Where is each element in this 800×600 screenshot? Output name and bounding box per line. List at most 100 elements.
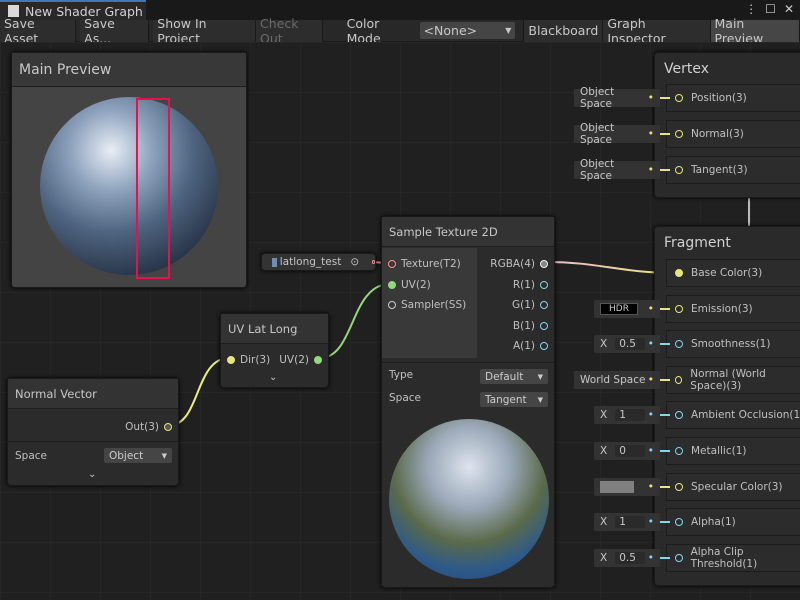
value-field[interactable]: 0.5 [615, 338, 646, 351]
port-uv-out[interactable]: UV(2) [279, 354, 322, 366]
port-label: Base Color(3) [691, 267, 763, 279]
port-link [660, 343, 670, 346]
port-link [660, 414, 670, 417]
port-link [660, 133, 670, 135]
type-dropdown[interactable]: Default ▼ [480, 369, 548, 384]
port-b[interactable]: B(1) [513, 320, 548, 332]
node-title: UV Lat Long [221, 314, 328, 344]
maximize-icon[interactable]: ☐ [765, 2, 776, 16]
shader-graph-icon [8, 5, 19, 17]
port-label: Metallic(1) [691, 445, 747, 457]
space-input[interactable]: Object Space • [574, 122, 660, 146]
dropdown-arrow-icon: ▼ [505, 26, 512, 35]
main-preview-panel[interactable]: Main Preview [11, 52, 247, 288]
port-label: Position(3) [691, 92, 747, 104]
property-label: latlong_test [279, 256, 342, 268]
output-port[interactable] [372, 260, 375, 264]
vertex-port[interactable]: Position(3) [666, 84, 800, 112]
sample-texture-2d-node[interactable]: Sample Texture 2D Texture(T2) UV(2) Samp… [381, 216, 555, 588]
fragment-port[interactable]: Normal (World Space)(3) [666, 365, 800, 394]
port-dir[interactable]: Dir(3) [227, 354, 270, 366]
texture-preview-sphere [389, 419, 549, 579]
port-link [660, 169, 670, 171]
port-input-field[interactable]: HDR • [594, 299, 660, 318]
port-input-field[interactable]: X 0.5 • [594, 548, 660, 567]
uv-lat-long-node[interactable]: UV Lat Long Dir(3) UV(2) ⌄ [220, 313, 329, 388]
node-title: Sample Texture 2D [382, 217, 554, 247]
vertex-port[interactable]: Tangent(3) [666, 156, 800, 184]
axis-label: X [600, 551, 608, 564]
space-dropdown[interactable]: Tangent ▼ [480, 392, 548, 407]
fragment-port[interactable]: Metallic(1) [666, 437, 800, 465]
port-input-field[interactable]: X 0 • [594, 442, 660, 460]
expand-chevron-icon[interactable]: ⌄ [269, 372, 278, 383]
color-mode-dropdown[interactable]: <None> ▼ [419, 22, 516, 39]
latlong-test-property-node[interactable]: latlong_test ⊙ [261, 253, 376, 271]
space-input[interactable]: Object Space • [574, 86, 660, 110]
fragment-port[interactable]: Alpha(1) [666, 508, 800, 537]
port-label: Normal (World Space)(3) [690, 367, 766, 392]
blackboard-button[interactable]: Blackboard [523, 19, 604, 42]
axis-label: X [600, 338, 608, 351]
space-input[interactable]: Object Space • [574, 158, 660, 182]
port-r[interactable]: R(1) [513, 279, 548, 291]
fragment-port[interactable]: Alpha Clip Threshold(1) [666, 543, 800, 572]
port-g[interactable]: G(1) [512, 299, 548, 311]
port-label: Alpha Clip Threshold(1) [690, 545, 758, 570]
port-uv[interactable]: UV(2) [388, 279, 431, 291]
port-label: Alpha(1) [691, 516, 736, 529]
port-input-field[interactable]: X 1 • [594, 406, 660, 425]
port-input-field[interactable]: World Space • [574, 370, 660, 389]
space-dropdown[interactable]: Object ▼ [104, 448, 172, 463]
axis-label: X [600, 409, 608, 422]
space-label: Space [15, 450, 47, 462]
color-swatch[interactable] [600, 480, 634, 493]
port-input-field[interactable]: • [594, 477, 660, 496]
space-label: Space [389, 392, 421, 404]
fragment-port[interactable]: Ambient Occlusion(1) [666, 401, 800, 430]
port-label: Specular Color(3) [691, 480, 783, 493]
fragment-port[interactable]: Base Color(3) [666, 259, 800, 287]
port-label: Ambient Occlusion(1) [691, 409, 800, 422]
value-field[interactable]: 1 [615, 409, 646, 422]
port-input-field[interactable]: X 0.5 • [594, 335, 660, 354]
tab-bar: New Shader Graph ⋮ ☐ ✕ [0, 0, 800, 20]
expand-chevron-icon[interactable]: ⌄ [88, 469, 97, 480]
close-icon[interactable]: ✕ [783, 2, 794, 16]
fragment-port[interactable]: Specular Color(3) [666, 472, 800, 501]
port-a[interactable]: A(1) [513, 340, 548, 352]
port-link [660, 97, 670, 99]
axis-label: X [600, 516, 608, 529]
more-icon[interactable]: ⋮ [745, 2, 758, 16]
value-field[interactable]: 0.5 [615, 551, 646, 564]
fragment-port[interactable]: Emission(3) [666, 294, 800, 323]
port-texture[interactable]: Texture(T2) [388, 258, 461, 270]
hdr-color-field[interactable]: HDR [600, 302, 638, 315]
wire-uv-to-sample [319, 283, 391, 359]
port-input-field[interactable]: X 1 • [594, 513, 660, 532]
fragment-port[interactable]: Smoothness(1) [666, 330, 800, 359]
port-rgba[interactable]: RGBA(4) [490, 258, 548, 270]
port-link [660, 378, 670, 381]
port-link [660, 307, 670, 310]
normal-vector-node[interactable]: Normal Vector Out(3) Space Object ▼ ⌄ [7, 378, 179, 486]
value-field[interactable]: 0 [615, 445, 646, 457]
vertex-port[interactable]: Normal(3) [666, 120, 800, 148]
fragment-title: Fragment [664, 235, 731, 251]
port-link [660, 521, 670, 524]
check-out-button[interactable]: Check Out [256, 16, 323, 46]
port-label: Emission(3) [691, 302, 753, 315]
port-label: Normal(3) [691, 128, 744, 140]
value-field[interactable]: 1 [615, 516, 646, 529]
port-label: Tangent(3) [691, 164, 748, 176]
port-out[interactable]: Out(3) [125, 421, 172, 433]
selection-rect [136, 98, 170, 279]
texture-icon [272, 257, 277, 267]
port-sampler[interactable]: Sampler(SS) [388, 299, 466, 311]
port-link [660, 556, 670, 559]
port-link [660, 450, 670, 452]
toolbar: Save Asset Save As... Show In Project Ch… [0, 16, 800, 46]
axis-label: X [600, 445, 608, 457]
tab-new-shader-graph[interactable]: New Shader Graph [0, 0, 146, 20]
show-in-project-button[interactable]: Show In Project [153, 16, 257, 46]
